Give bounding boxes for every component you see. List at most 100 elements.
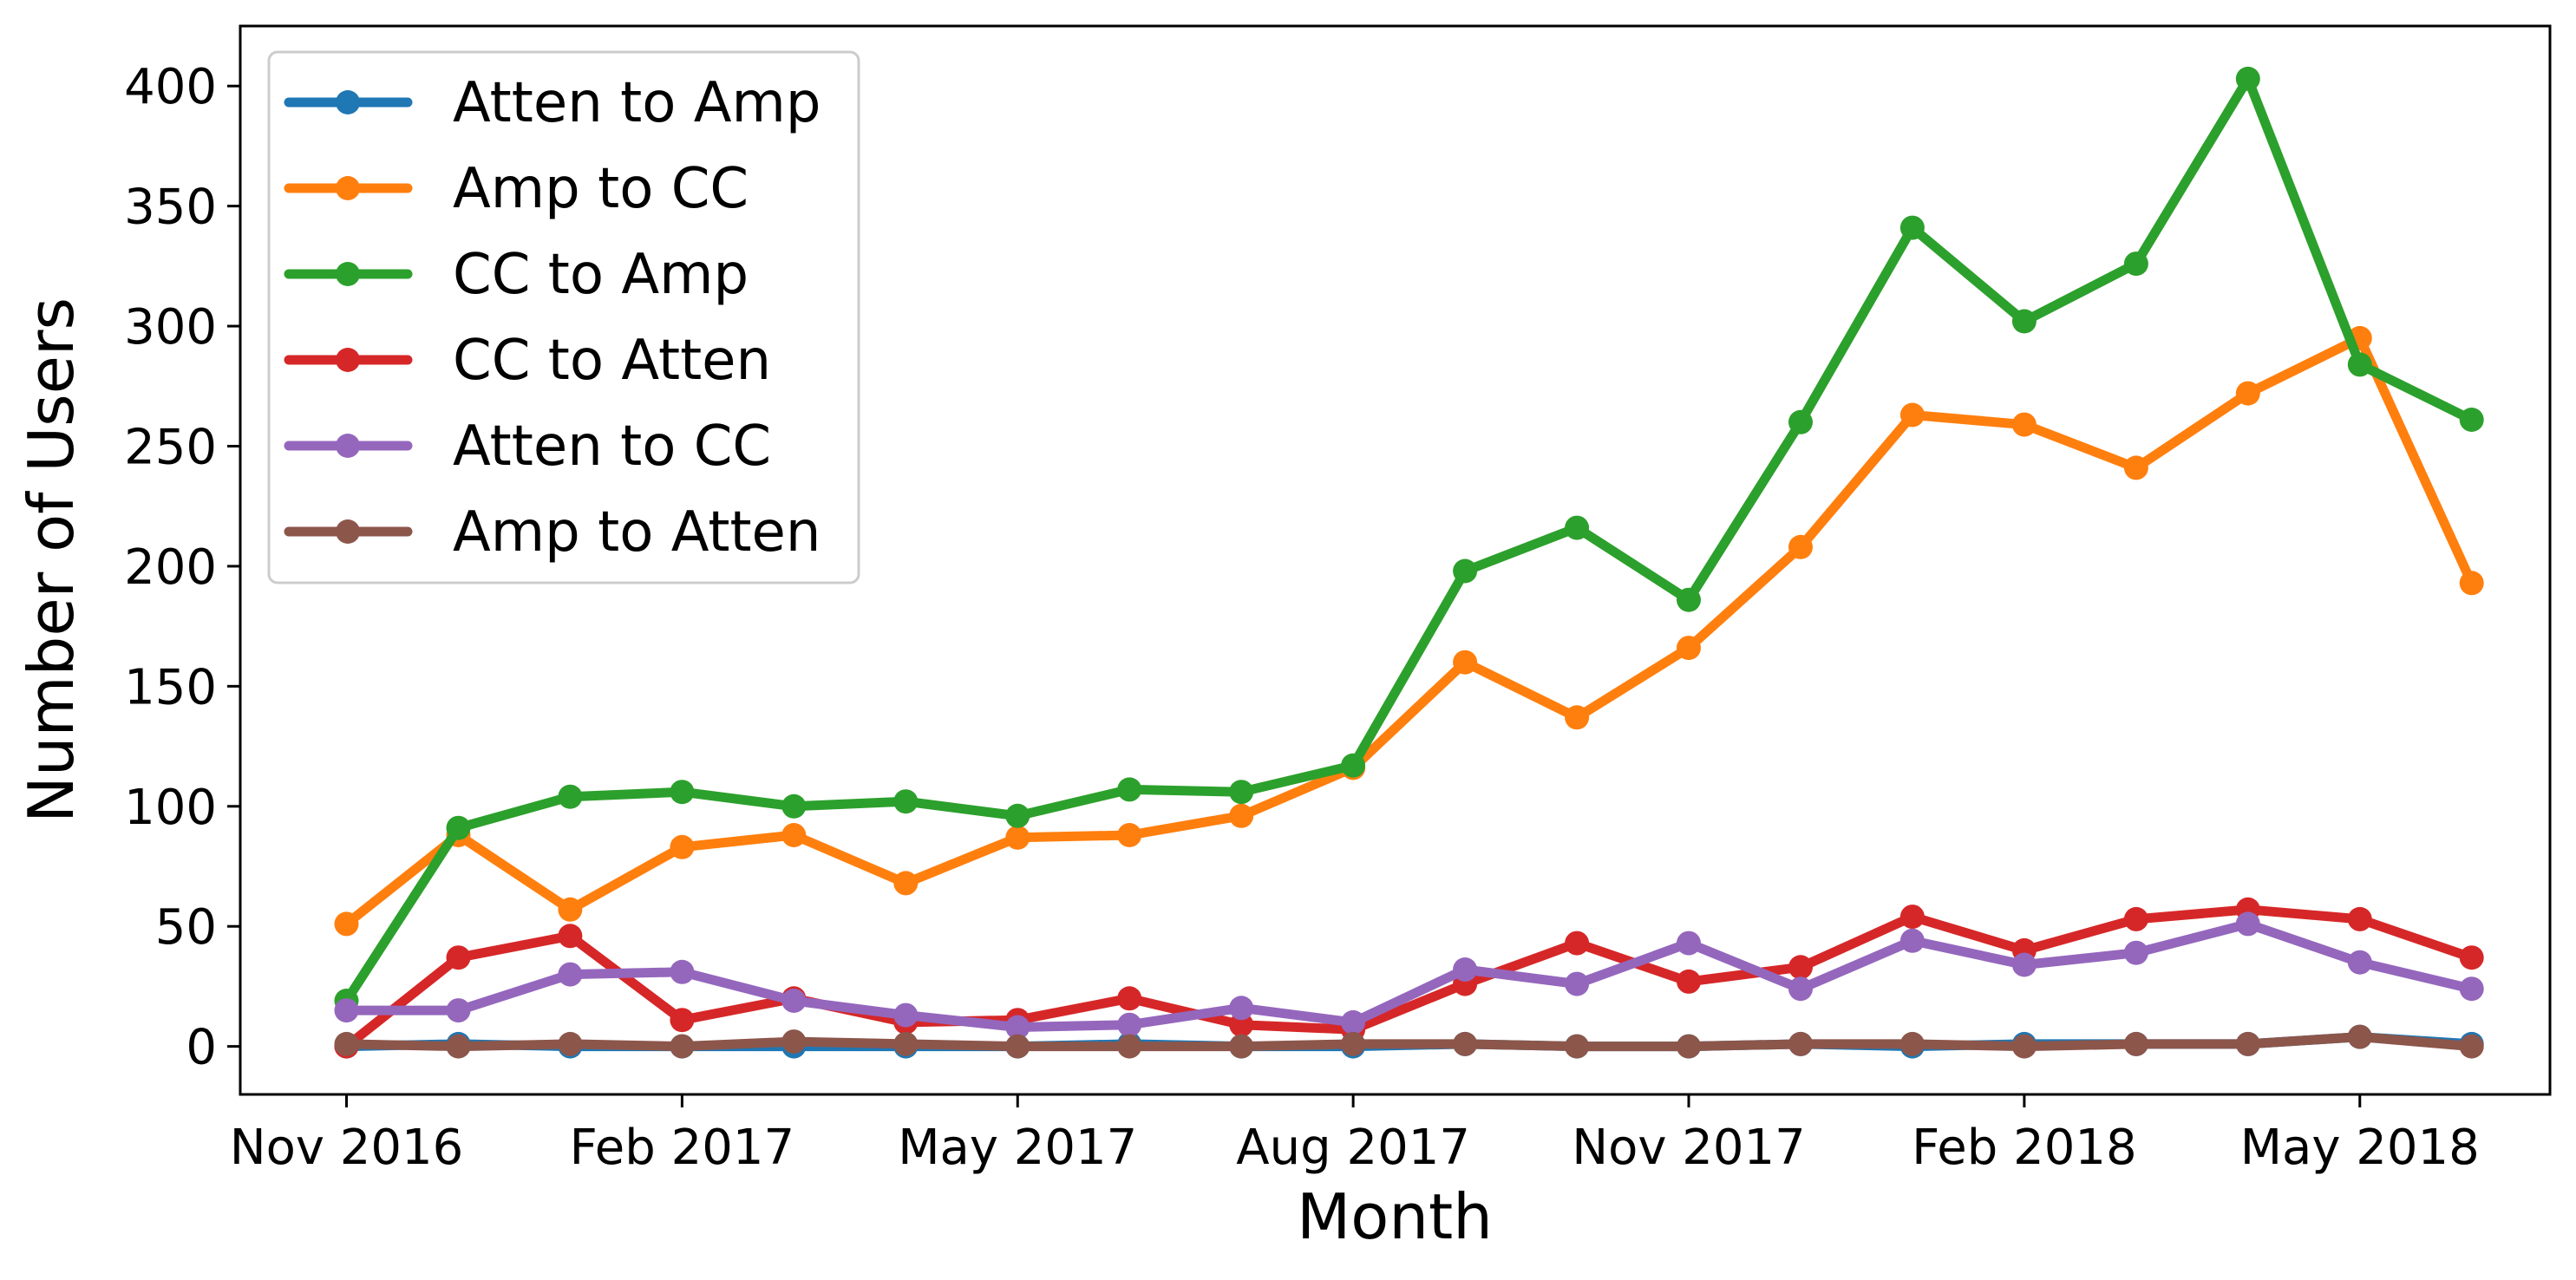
x-tick-label: May 2018 [2240,1120,2480,1176]
series-5 [334,1024,2484,1059]
legend: Atten to Amp Amp to CC CC to Amp CC to Atte… [267,50,860,584]
legend-item: CC to Atten [284,329,771,393]
data-point [1788,409,1813,434]
y-tick-label: 150 [124,659,217,715]
data-point [2123,251,2148,277]
data-point [670,780,695,805]
x-tick-label: Feb 2018 [1912,1120,2136,1176]
y-tick-label: 300 [124,299,217,356]
data-point [558,897,583,922]
data-point [1005,1034,1030,1059]
data-point [2459,408,2484,432]
series-line [342,904,2477,1052]
data-point [2459,1034,2484,1059]
x-axis-title: Month [1297,1180,1493,1253]
x-tick-label: Feb 2017 [570,1120,794,1176]
data-point [670,834,695,859]
legend-label: CC to Atten [453,329,771,393]
legend-item: Amp to CC [284,157,749,221]
data-point [2123,455,2148,480]
series-1 [334,325,2484,937]
data-point [2011,412,2037,437]
data-point [446,945,471,970]
plot-frame [239,24,2552,1096]
data-point [558,962,583,987]
y-tick-label: 350 [124,180,217,236]
data-point [1117,986,1142,1011]
data-point [1453,1031,1478,1056]
y-tick-label: 200 [124,539,217,596]
legend-item: Atten to CC [284,415,771,479]
data-point [1117,1034,1142,1059]
data-point [334,911,359,937]
data-point [1117,1012,1142,1037]
data-point [1005,825,1030,850]
data-point [781,1029,807,1055]
data-point [2123,940,2148,965]
data-point [2011,952,2037,977]
data-point [1229,1012,1254,1037]
y-axis-title: Number of Users [15,297,88,823]
data-point [1677,931,1701,956]
data-point [893,1002,919,1028]
data-point [1677,969,1701,994]
data-point [781,793,807,819]
data-point [781,823,807,847]
legend-box [267,50,860,584]
data-point [446,998,471,1023]
data-point [2123,1031,2148,1056]
data-point [1677,587,1701,612]
series-line [342,74,2477,1006]
data-point [446,1034,471,1059]
data-point [1788,976,1813,1002]
series-line [342,1032,2477,1052]
data-point [558,784,583,809]
data-point [2347,950,2372,975]
series-4 [334,911,2484,1040]
data-point [2347,352,2372,377]
data-point [1899,928,1925,953]
series-line [342,918,2477,1032]
data-point [1899,1031,1925,1056]
y-tick-label: 0 [186,1020,217,1076]
data-point [670,1008,695,1033]
data-point [1565,931,1590,956]
data-point [558,1031,583,1056]
data-point [2347,906,2372,931]
data-point [1453,957,1478,982]
data-point [446,815,471,840]
y-tick-label: 400 [124,59,217,115]
legend-swatch-marker [336,176,360,200]
legend-swatch-marker [336,348,360,372]
legend-label: Atten to Amp [453,71,821,135]
legend-swatch-marker [336,90,360,114]
data-point [2347,1024,2372,1049]
data-point [2011,1034,2037,1059]
legend-swatch-marker [336,262,360,286]
data-point [893,789,919,814]
data-point [781,989,807,1013]
legend-label: Atten to CC [453,415,771,479]
data-point [2459,945,2484,970]
data-point [1341,1009,1366,1035]
data-point [2235,1031,2260,1056]
data-point [1229,803,1254,828]
data-point [1788,955,1813,980]
x-tick-label: May 2017 [898,1120,1137,1176]
data-point [1341,753,1366,778]
data-point [2235,381,2260,406]
data-point [1229,780,1254,805]
series-layer [334,66,2484,1059]
series-2 [334,66,2484,1013]
data-point [1677,636,1701,661]
y-tick-label: 100 [124,780,217,836]
legend-item: CC to Amp [284,243,749,307]
legend-label: Amp to CC [453,157,749,221]
data-point [1341,1031,1366,1056]
data-point [2459,976,2484,1002]
data-point [893,871,919,896]
data-point [1788,1031,1813,1056]
legend-label: CC to Amp [453,243,749,307]
data-point [893,1031,919,1056]
